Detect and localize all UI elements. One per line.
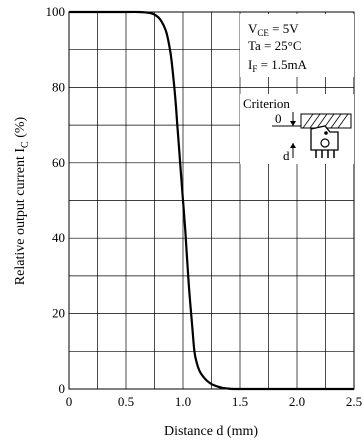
plot-frame xyxy=(68,11,355,390)
x-tick-label: 2.0 xyxy=(289,394,305,409)
y-tick-labels: 0 20 40 60 80 100 xyxy=(46,4,66,396)
series-line xyxy=(68,10,354,391)
conditions-legend: VCE = 5V Ta = 25°C IF = 1.5mA xyxy=(240,14,354,77)
x-tick-labels: 0 0.5 1.0 1.5 2.0 2.5 xyxy=(66,394,362,409)
conditions-legend-box xyxy=(240,14,354,77)
x-tick-label: 0.5 xyxy=(118,394,134,409)
criterion-zero-label: 0 xyxy=(275,111,282,126)
criterion-inset-box xyxy=(240,94,354,164)
criterion-inset: Criterion 0 d xyxy=(240,94,354,164)
x-tick-label: 1.5 xyxy=(232,394,248,409)
y-tick-label: 100 xyxy=(46,4,66,19)
y-tick-label: 60 xyxy=(52,155,65,170)
x-tick-label: 0 xyxy=(66,394,73,409)
condition-vce: VCE = 5V xyxy=(248,21,299,38)
criterion-sensor-icon xyxy=(310,125,339,158)
y-tick-label: 40 xyxy=(52,230,65,245)
x-tick-label: 2.5 xyxy=(346,394,362,409)
criterion-d-label: d xyxy=(283,148,290,163)
y-tick-label: 80 xyxy=(52,79,65,94)
criterion-object-icon xyxy=(300,113,352,129)
criterion-title: Criterion xyxy=(243,96,290,111)
condition-if: IF = 1.5mA xyxy=(248,57,308,74)
criterion-arrowhead-bottom xyxy=(290,143,296,148)
y-axis-label: Relative output current IC (%) xyxy=(13,116,31,285)
y-tick-label: 0 xyxy=(59,381,66,396)
x-axis-label: Distance d (mm) xyxy=(164,424,258,439)
criterion-arrowhead-top xyxy=(290,121,296,126)
y-tick-label: 20 xyxy=(52,306,65,321)
x-tick-label: 1.0 xyxy=(175,394,191,409)
condition-ta: Ta = 25°C xyxy=(248,38,302,53)
